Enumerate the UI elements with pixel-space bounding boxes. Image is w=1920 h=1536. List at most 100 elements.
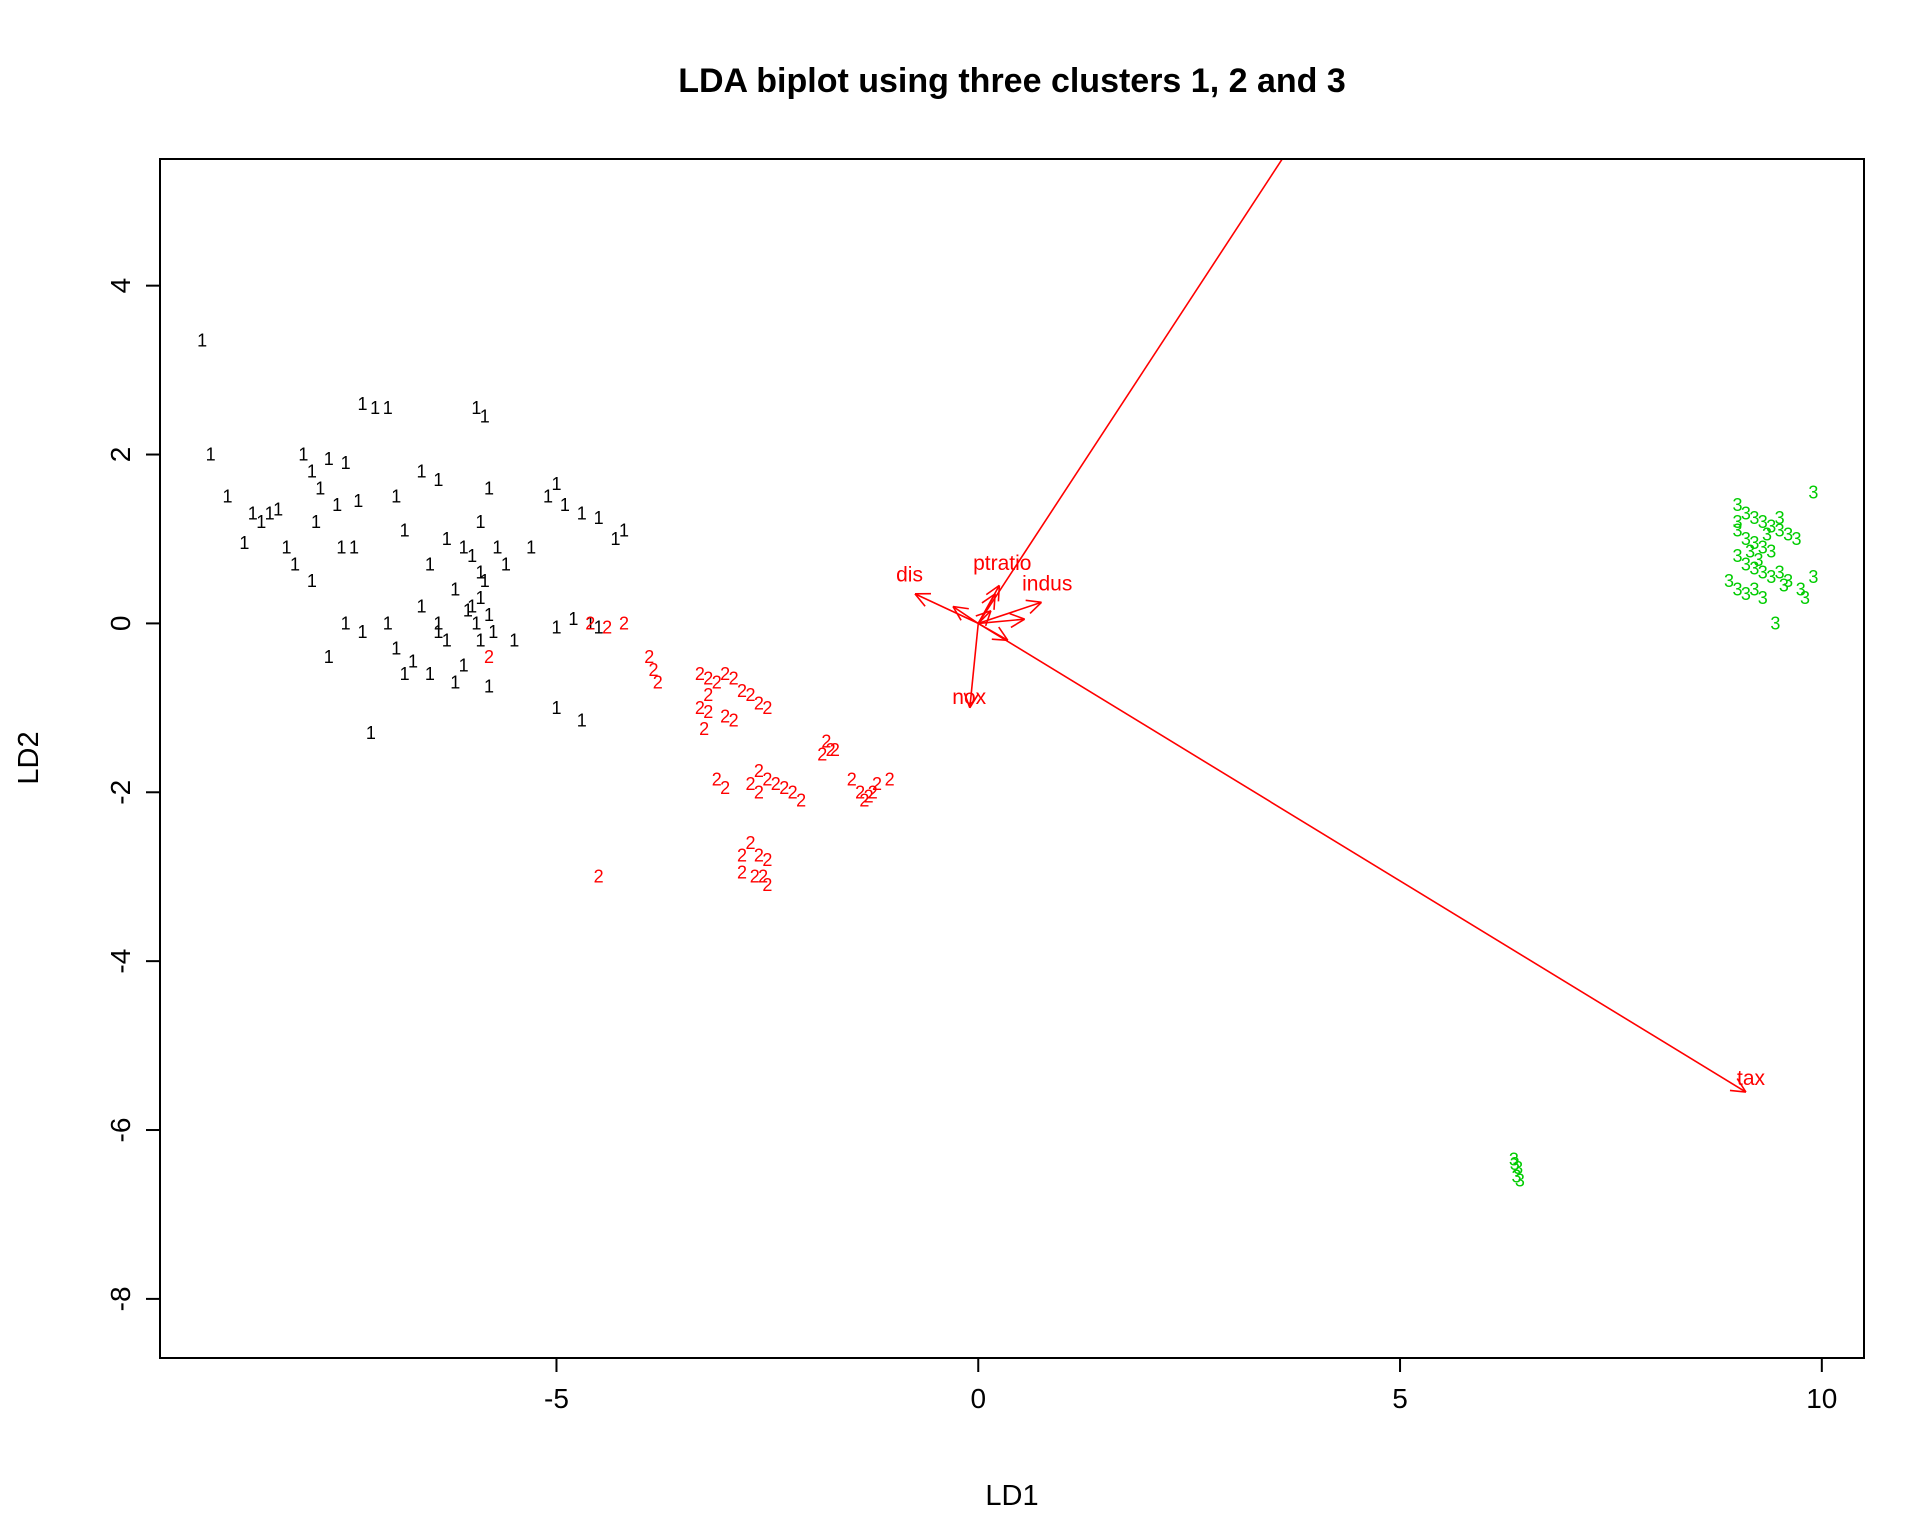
point-cluster-1: 1 <box>256 512 266 532</box>
point-cluster-1: 1 <box>383 398 393 418</box>
x-tick-label: 0 <box>970 1383 986 1414</box>
point-cluster-1: 1 <box>476 563 486 583</box>
point-cluster-2: 2 <box>758 867 768 887</box>
point-cluster-3: 3 <box>1749 559 1759 579</box>
point-cluster-1: 1 <box>370 398 380 418</box>
point-cluster-3: 3 <box>1808 483 1818 503</box>
point-cluster-1: 1 <box>357 622 367 642</box>
point-cluster-1: 1 <box>509 630 519 650</box>
point-cluster-1: 1 <box>400 521 410 541</box>
arrow-head <box>1285 134 1299 142</box>
point-cluster-2: 2 <box>720 706 730 726</box>
point-cluster-1: 1 <box>425 554 435 574</box>
arrow-unlabeled <box>977 622 1009 641</box>
point-cluster-3: 3 <box>1741 529 1751 549</box>
x-axis: -5 0 5 10 <box>544 1357 1837 1414</box>
point-cluster-1: 1 <box>433 613 443 633</box>
point-cluster-2: 2 <box>720 664 730 684</box>
point-cluster-3: 3 <box>1732 521 1742 541</box>
arrow-head <box>1009 612 1025 620</box>
point-cluster-1: 1 <box>577 504 587 524</box>
point-cluster-2: 2 <box>695 664 705 684</box>
point-cluster-3: 3 <box>1766 567 1776 587</box>
point-cluster-2: 2 <box>712 673 722 693</box>
point-cluster-2: 2 <box>745 774 755 794</box>
arrow-unlabeled <box>977 593 996 624</box>
arrow-nox <box>969 623 980 708</box>
point-cluster-2: 2 <box>779 778 789 798</box>
point-cluster-1: 1 <box>416 461 426 481</box>
point-cluster-3: 3 <box>1758 588 1768 608</box>
point-cluster-1: 1 <box>526 537 536 557</box>
point-cluster-3: 3 <box>1749 533 1759 553</box>
arrow-unlabeled <box>952 605 979 625</box>
point-cluster-1: 1 <box>459 537 469 557</box>
point-cluster-2: 2 <box>762 850 772 870</box>
point-cluster-3: 3 <box>1783 525 1793 545</box>
point-cluster-3: 3 <box>1758 512 1768 532</box>
plot-frame <box>159 158 1865 1359</box>
point-cluster-1: 1 <box>488 622 498 642</box>
point-cluster-1: 1 <box>543 487 553 507</box>
point-cluster-2: 2 <box>720 778 730 798</box>
point-cluster-3: 3 <box>1758 563 1768 583</box>
point-cluster-1: 1 <box>400 664 410 684</box>
point-cluster-1: 1 <box>353 491 363 511</box>
point-cluster-2: 2 <box>712 770 722 790</box>
point-cluster-2: 2 <box>859 791 869 811</box>
point-cluster-3: 3 <box>1732 546 1742 566</box>
arrow-head <box>969 693 979 709</box>
point-cluster-2: 2 <box>703 702 713 722</box>
arrow-head <box>975 609 992 617</box>
point-cluster-3: 3 <box>1754 550 1764 570</box>
arrow-head <box>1010 618 1026 629</box>
point-cluster-2: 2 <box>745 685 755 705</box>
arrow-label-tax: tax <box>1737 1067 1766 1090</box>
point-cluster-1: 1 <box>480 407 490 427</box>
arrow-indus <box>978 601 1042 625</box>
point-cluster-1: 1 <box>324 647 334 667</box>
point-cluster-2: 2 <box>847 770 857 790</box>
point-cluster-1: 1 <box>265 504 275 524</box>
arrow-label-nox: nox <box>952 686 986 709</box>
arrow-dis <box>914 593 979 625</box>
point-cluster-1: 1 <box>206 445 216 465</box>
point-cluster-1: 1 <box>273 499 283 519</box>
point-cluster-1: 1 <box>501 554 511 574</box>
point-cluster-3: 3 <box>1741 554 1751 574</box>
point-cluster-1: 1 <box>611 529 621 549</box>
point-cluster-2: 2 <box>737 862 747 882</box>
point-cluster-1: 1 <box>551 474 561 494</box>
point-cluster-2: 2 <box>729 711 739 731</box>
point-cluster-2: 2 <box>585 613 595 633</box>
point-cluster-2: 2 <box>695 698 705 718</box>
point-cluster-2: 2 <box>830 740 840 760</box>
arrow-head <box>993 593 996 610</box>
point-cluster-1: 1 <box>450 673 460 693</box>
point-cluster-1: 1 <box>551 698 561 718</box>
y-tick-label: -6 <box>105 1118 136 1143</box>
y-tick-label: 0 <box>105 616 136 632</box>
point-cluster-1: 1 <box>433 470 443 490</box>
point-cluster-3: 3 <box>1732 512 1742 532</box>
point-cluster-1: 1 <box>336 537 346 557</box>
point-cluster-1: 1 <box>492 537 502 557</box>
arrow-unlabeled <box>977 159 1284 624</box>
point-cluster-2: 2 <box>745 833 755 853</box>
arrow-head <box>963 692 971 709</box>
y-tick-label: -2 <box>105 780 136 805</box>
point-cluster-1: 1 <box>484 605 494 625</box>
arrow-head <box>914 593 926 607</box>
point-cluster-1: 1 <box>551 618 561 638</box>
point-cluster-1: 1 <box>332 495 342 515</box>
arrow-head <box>952 605 969 610</box>
point-cluster-2: 2 <box>644 647 654 667</box>
point-cluster-1: 1 <box>349 537 359 557</box>
point-cluster-2: 2 <box>771 774 781 794</box>
point-cluster-1: 1 <box>383 613 393 633</box>
point-cluster-1: 1 <box>560 495 570 515</box>
point-cluster-3: 3 <box>1745 542 1755 562</box>
